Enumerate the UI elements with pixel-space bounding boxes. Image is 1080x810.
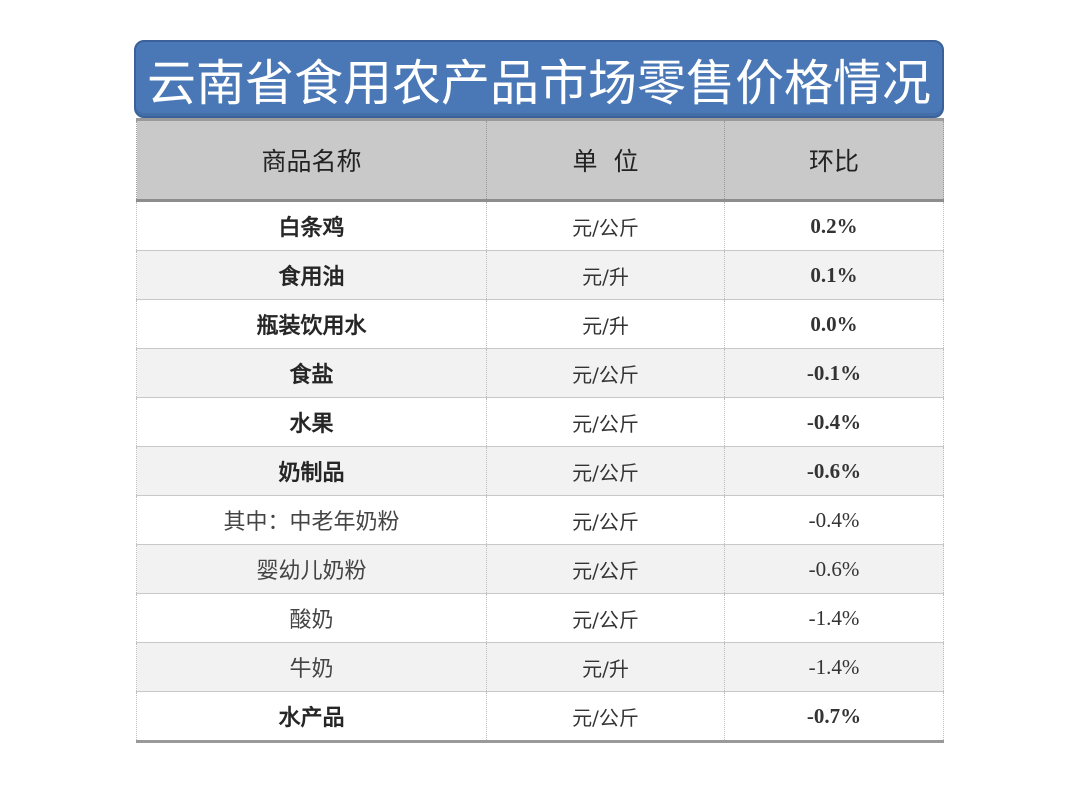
table-row: 酸奶 元/公斤 -1.4% <box>136 593 944 643</box>
unit-cell: 元/公斤 <box>486 397 725 447</box>
product-name-cell: 水产品 <box>136 691 487 743</box>
table-row: 水果 元/公斤 -0.4% <box>136 397 944 447</box>
change-cell: -0.4% <box>724 495 944 545</box>
product-name-cell: 食用油 <box>136 250 487 300</box>
title-banner: 云南省食用农产品市场零售价格情况 <box>134 40 944 118</box>
price-table: 商品名称 单 位 环比 白条鸡 元/公斤 0.2% 食用油 元/升 0.1% 瓶装饮用水 元/… <box>136 118 944 743</box>
table-header-row: 商品名称 单 位 环比 <box>136 118 944 202</box>
unit-cell: 元/升 <box>486 299 725 349</box>
unit-cell: 元/公斤 <box>486 593 725 643</box>
product-name-cell: 牛奶 <box>136 642 487 692</box>
table-body: 白条鸡 元/公斤 0.2% 食用油 元/升 0.1% 瓶装饮用水 元/升 0.0% 食盐 元/公斤 -… <box>136 200 944 743</box>
table-row: 奶制品 元/公斤 -0.6% <box>136 446 944 496</box>
product-name-cell: 白条鸡 <box>136 200 487 251</box>
unit-cell: 元/升 <box>486 642 725 692</box>
change-cell: -0.7% <box>724 691 944 743</box>
unit-cell: 元/公斤 <box>486 200 725 251</box>
change-cell: 0.2% <box>724 200 944 251</box>
change-cell: -0.6% <box>724 544 944 594</box>
product-name-cell: 水果 <box>136 397 487 447</box>
change-cell: -0.6% <box>724 446 944 496</box>
table-row: 其中：中老年奶粉 元/公斤 -0.4% <box>136 495 944 545</box>
header-product-name: 商品名称 <box>136 118 487 202</box>
page-title: 云南省食用农产品市场零售价格情况 <box>146 54 931 112</box>
table-row: 白条鸡 元/公斤 0.2% <box>136 200 944 251</box>
product-name-cell: 奶制品 <box>136 446 487 496</box>
unit-cell: 元/公斤 <box>486 691 725 743</box>
product-name-cell: 酸奶 <box>136 593 487 643</box>
table-row: 水产品 元/公斤 -0.7% <box>136 691 944 743</box>
unit-cell: 元/公斤 <box>486 495 725 545</box>
change-cell: -1.4% <box>724 593 944 643</box>
product-name-cell: 瓶装饮用水 <box>136 299 487 349</box>
unit-cell: 元/升 <box>486 250 725 300</box>
unit-cell: 元/公斤 <box>486 544 725 594</box>
header-change: 环比 <box>724 118 944 202</box>
change-cell: -0.4% <box>724 397 944 447</box>
table-row: 食用油 元/升 0.1% <box>136 250 944 300</box>
product-name-cell: 其中：中老年奶粉 <box>136 495 487 545</box>
table-row: 牛奶 元/升 -1.4% <box>136 642 944 692</box>
change-cell: -0.1% <box>724 348 944 398</box>
unit-cell: 元/公斤 <box>486 348 725 398</box>
unit-cell: 元/公斤 <box>486 446 725 496</box>
table-row: 食盐 元/公斤 -0.1% <box>136 348 944 398</box>
table-row: 瓶装饮用水 元/升 0.0% <box>136 299 944 349</box>
product-name-cell: 婴幼儿奶粉 <box>136 544 487 594</box>
change-cell: 0.1% <box>724 250 944 300</box>
table-row: 婴幼儿奶粉 元/公斤 -0.6% <box>136 544 944 594</box>
header-unit: 单 位 <box>486 118 725 202</box>
product-name-cell: 食盐 <box>136 348 487 398</box>
change-cell: -1.4% <box>724 642 944 692</box>
change-cell: 0.0% <box>724 299 944 349</box>
